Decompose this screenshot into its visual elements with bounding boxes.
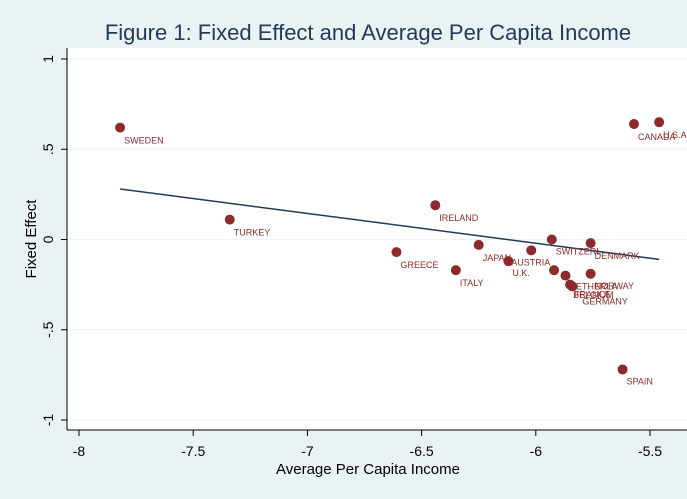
y-tick-label: 1 <box>40 55 56 63</box>
data-point <box>567 281 578 292</box>
point-label: SWITZERL <box>556 247 602 257</box>
point-label: IRELAND <box>439 213 479 223</box>
y-axis-ticks: 1 .5 0 -.5 -1 <box>40 55 67 426</box>
x-axis-ticks: -8 -7.5 -7 -6.5 -6 -5.5 <box>73 430 662 459</box>
x-tick-label: -7 <box>301 443 314 459</box>
x-tick-label: -6.5 <box>410 443 434 459</box>
x-axis-title: Average Per Capita Income <box>276 461 460 478</box>
y-axis-title: Fixed Effect <box>23 199 40 279</box>
data-point <box>617 364 628 375</box>
x-tick-label: -7.5 <box>181 443 205 459</box>
point-label: U.S.A <box>663 130 687 140</box>
data-point <box>549 265 560 276</box>
data-point <box>391 247 402 258</box>
data-point <box>526 245 537 256</box>
y-tick-label: -1 <box>40 414 56 427</box>
point-label: GREECE <box>400 260 438 270</box>
point-label: SPAIN <box>627 376 653 386</box>
data-points <box>115 117 665 375</box>
point-label: TURKEY <box>234 228 271 238</box>
point-labels: SWEDEN TURKEY GREECE IRELAND ITALY JAPANU.K.A… <box>124 130 687 386</box>
data-point <box>585 238 596 249</box>
point-label: FRANCE <box>574 290 611 300</box>
point-label: U.K. <box>512 268 530 278</box>
point-label: BELGIUM <box>573 290 614 300</box>
point-label: AUSTRIA <box>511 257 550 267</box>
point-label: DENMARK <box>595 251 640 261</box>
point-label: CANADA <box>638 132 676 142</box>
gridlines <box>67 58 687 421</box>
point-label: GERMANY <box>582 296 628 306</box>
fit-line-group <box>120 188 660 261</box>
chart-title: Figure 1: Fixed Effect and Average Per C… <box>105 20 631 45</box>
point-label: JAPAN <box>483 253 511 263</box>
fit-line <box>120 188 660 261</box>
y-tick-label: .5 <box>40 143 56 155</box>
data-point <box>473 239 484 250</box>
point-label: SWEDEN <box>124 136 164 146</box>
y-tick-label: -.5 <box>40 321 56 338</box>
data-point <box>629 118 640 129</box>
data-point <box>585 268 596 279</box>
data-point <box>450 265 461 276</box>
x-tick-label: -8 <box>73 443 86 459</box>
data-point <box>546 234 557 245</box>
y-tick-label: 0 <box>40 235 56 243</box>
data-point <box>503 256 514 267</box>
data-point <box>430 200 441 211</box>
x-tick-label: -6 <box>530 443 543 459</box>
data-point <box>560 270 571 281</box>
data-point <box>654 117 665 128</box>
point-label: ITALY <box>460 278 484 288</box>
point-label: NETHERLA <box>569 282 617 292</box>
point-label: NORWAY <box>595 281 634 291</box>
data-point <box>115 122 126 133</box>
data-point <box>224 214 235 225</box>
x-tick-label: -5.5 <box>638 443 662 459</box>
